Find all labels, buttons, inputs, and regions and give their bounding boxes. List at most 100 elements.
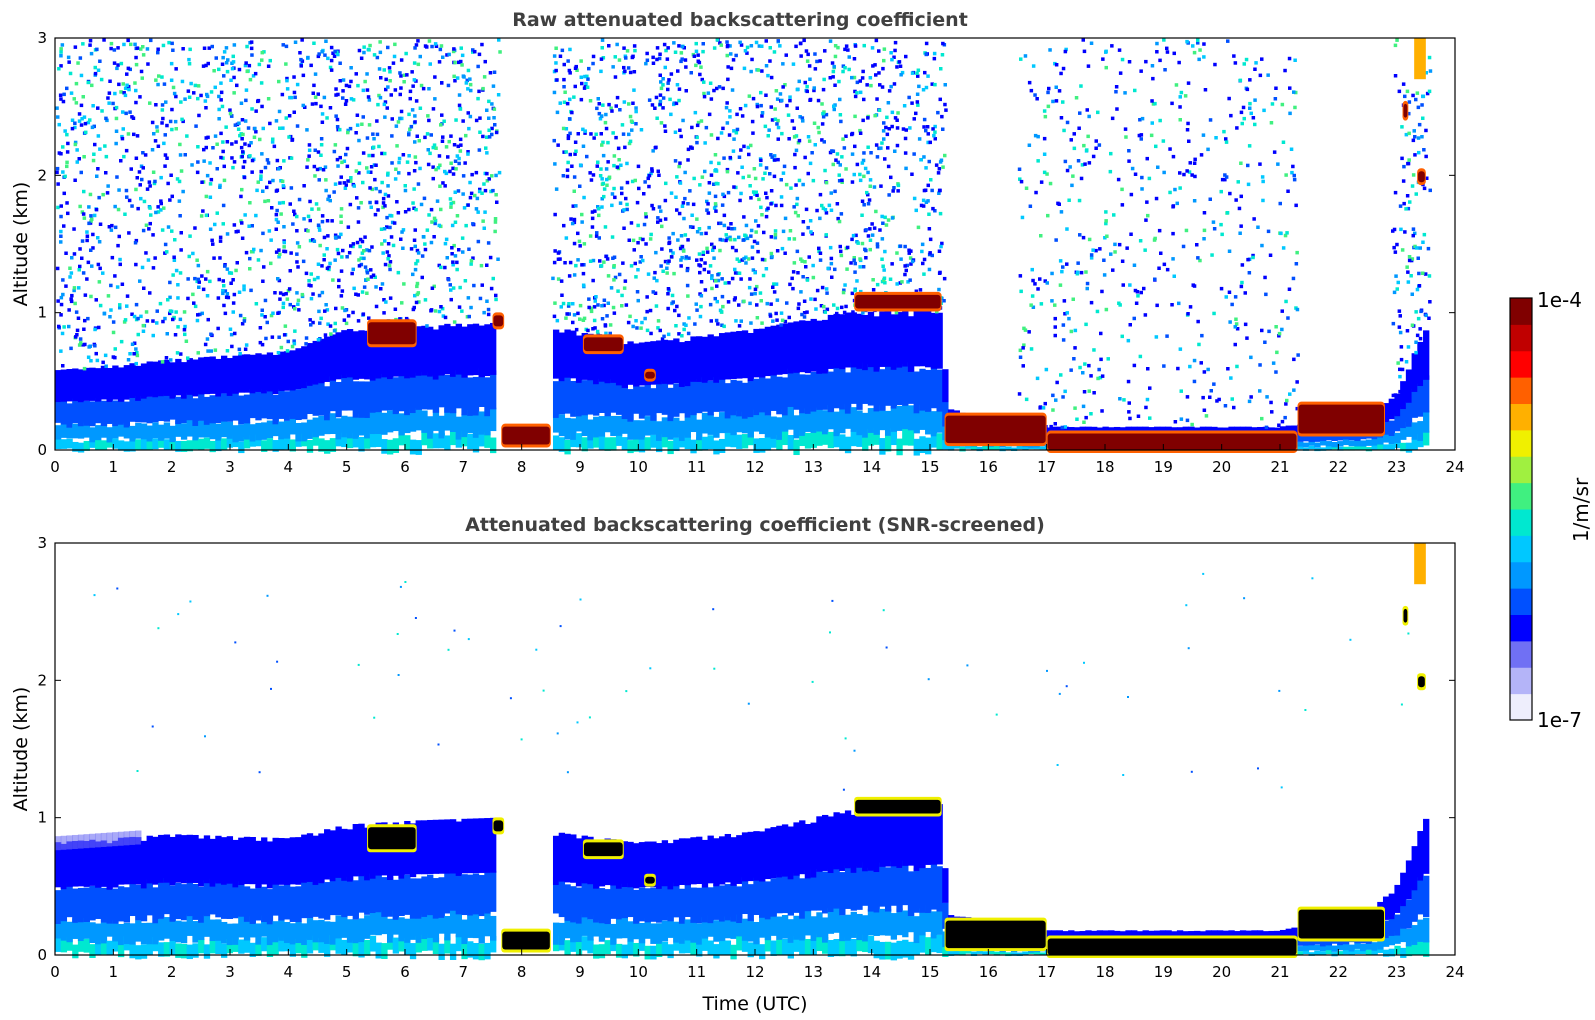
noise-pixel (301, 259, 306, 264)
noise-pixel (720, 323, 724, 327)
aerosol-cell (364, 381, 371, 418)
noise-pixel (260, 308, 264, 312)
noise-pixel (1171, 231, 1175, 236)
noise-pixel (713, 153, 718, 157)
noise-pixel (782, 164, 787, 169)
noise-pixel (164, 356, 169, 360)
noise-pixel (565, 101, 570, 106)
aerosol-cell (850, 362, 857, 404)
noise-pixel (900, 280, 904, 284)
noise-pixel (855, 279, 859, 283)
noise-pixel (1018, 348, 1023, 353)
noise-pixel (187, 57, 191, 62)
aerosol-cell (1423, 330, 1430, 380)
aerosol-cell (656, 438, 663, 453)
noise-pixel (595, 106, 599, 111)
noise-pixel (489, 286, 494, 291)
noise-pixel (561, 126, 566, 131)
aerosol-cell (781, 408, 789, 432)
noise-pixel (1018, 274, 1023, 278)
noise-pixel (340, 160, 344, 165)
noise-pixel (429, 207, 434, 212)
aerosol-cell (684, 340, 691, 387)
aerosol-cell (152, 422, 159, 439)
noise-pixel (346, 225, 351, 229)
noise-pixel (820, 203, 824, 208)
aerosol-cell (570, 418, 577, 440)
aerosol-cell (158, 834, 165, 883)
aerosol-cell (1022, 446, 1029, 450)
noise-pixel (281, 200, 285, 205)
noise-pixel (555, 318, 560, 323)
aerosol-cell (856, 368, 863, 410)
noise-pixel (1406, 345, 1411, 349)
aerosol-cell (461, 377, 468, 416)
noise-pixel (317, 293, 322, 298)
noise-pixel (1248, 106, 1252, 110)
aerosol-cell (925, 409, 932, 435)
noise-pixel (365, 166, 369, 170)
noise-pixel (579, 59, 583, 63)
aerosol-cell (701, 377, 709, 412)
noise-pixel (933, 130, 937, 134)
noise-pixel (62, 191, 66, 196)
noise-pixel (389, 235, 394, 239)
noise-pixel (369, 165, 374, 169)
noise-pixel (243, 213, 247, 217)
noise-pixel (494, 130, 499, 135)
noise-pixel (194, 124, 198, 128)
noise-pixel (415, 281, 420, 286)
noise-pixel (887, 89, 892, 93)
noise-pixel (1239, 110, 1244, 115)
noise-pixel (144, 310, 149, 314)
noise-pixel (80, 256, 84, 260)
noise-pixel (1420, 103, 1424, 107)
noise-pixel (1266, 229, 1271, 234)
noise-pixel (707, 270, 711, 274)
aerosol-cell (352, 331, 359, 380)
noise-pixel (1208, 197, 1212, 201)
noise-pixel (612, 311, 617, 315)
noise-pixel (677, 313, 681, 318)
noise-pixel (476, 64, 480, 69)
noise-pixel (457, 305, 462, 309)
noise-pixel (412, 305, 416, 310)
aerosol-cell (902, 364, 909, 406)
noise-pixel (1059, 71, 1063, 76)
noise-pixel (363, 79, 367, 84)
noise-pixel (877, 146, 881, 151)
aerosol-cell (129, 425, 136, 442)
noise-pixel (1243, 322, 1248, 327)
noise-pixel (1069, 329, 1074, 334)
noise-pixel (1202, 237, 1206, 241)
noise-pixel (867, 198, 872, 202)
noise-pixel (396, 211, 401, 215)
noise-pixel (690, 213, 694, 217)
noise-pixel (821, 87, 826, 92)
aerosol-cell (884, 364, 892, 406)
noise-pixel (732, 137, 736, 141)
noise-pixel (795, 202, 799, 207)
noise-pixel (1285, 398, 1289, 403)
noise-pixel (1192, 358, 1197, 363)
noise-pixel (477, 52, 482, 57)
noise-pixel (722, 156, 726, 160)
noise-pixel (650, 169, 654, 173)
noise-pixel (453, 254, 458, 258)
noise-pixel (413, 244, 417, 249)
noise-pixel (742, 66, 747, 71)
noise-pixel (1249, 111, 1253, 116)
noise-pixel (595, 231, 599, 235)
aerosol-cell (1388, 434, 1395, 445)
noise-pixel (703, 141, 707, 145)
noise-pixel (738, 40, 742, 45)
noise-pixel (751, 268, 756, 272)
noise-pixel (809, 297, 813, 301)
noise-pixel (468, 82, 473, 87)
noise-pixel (374, 200, 379, 205)
noise-pixel (1102, 258, 1106, 262)
noise-pixel (77, 157, 81, 161)
noise-pixel (932, 51, 937, 56)
noise-pixel (1398, 330, 1403, 335)
noise-pixel (1407, 111, 1411, 116)
